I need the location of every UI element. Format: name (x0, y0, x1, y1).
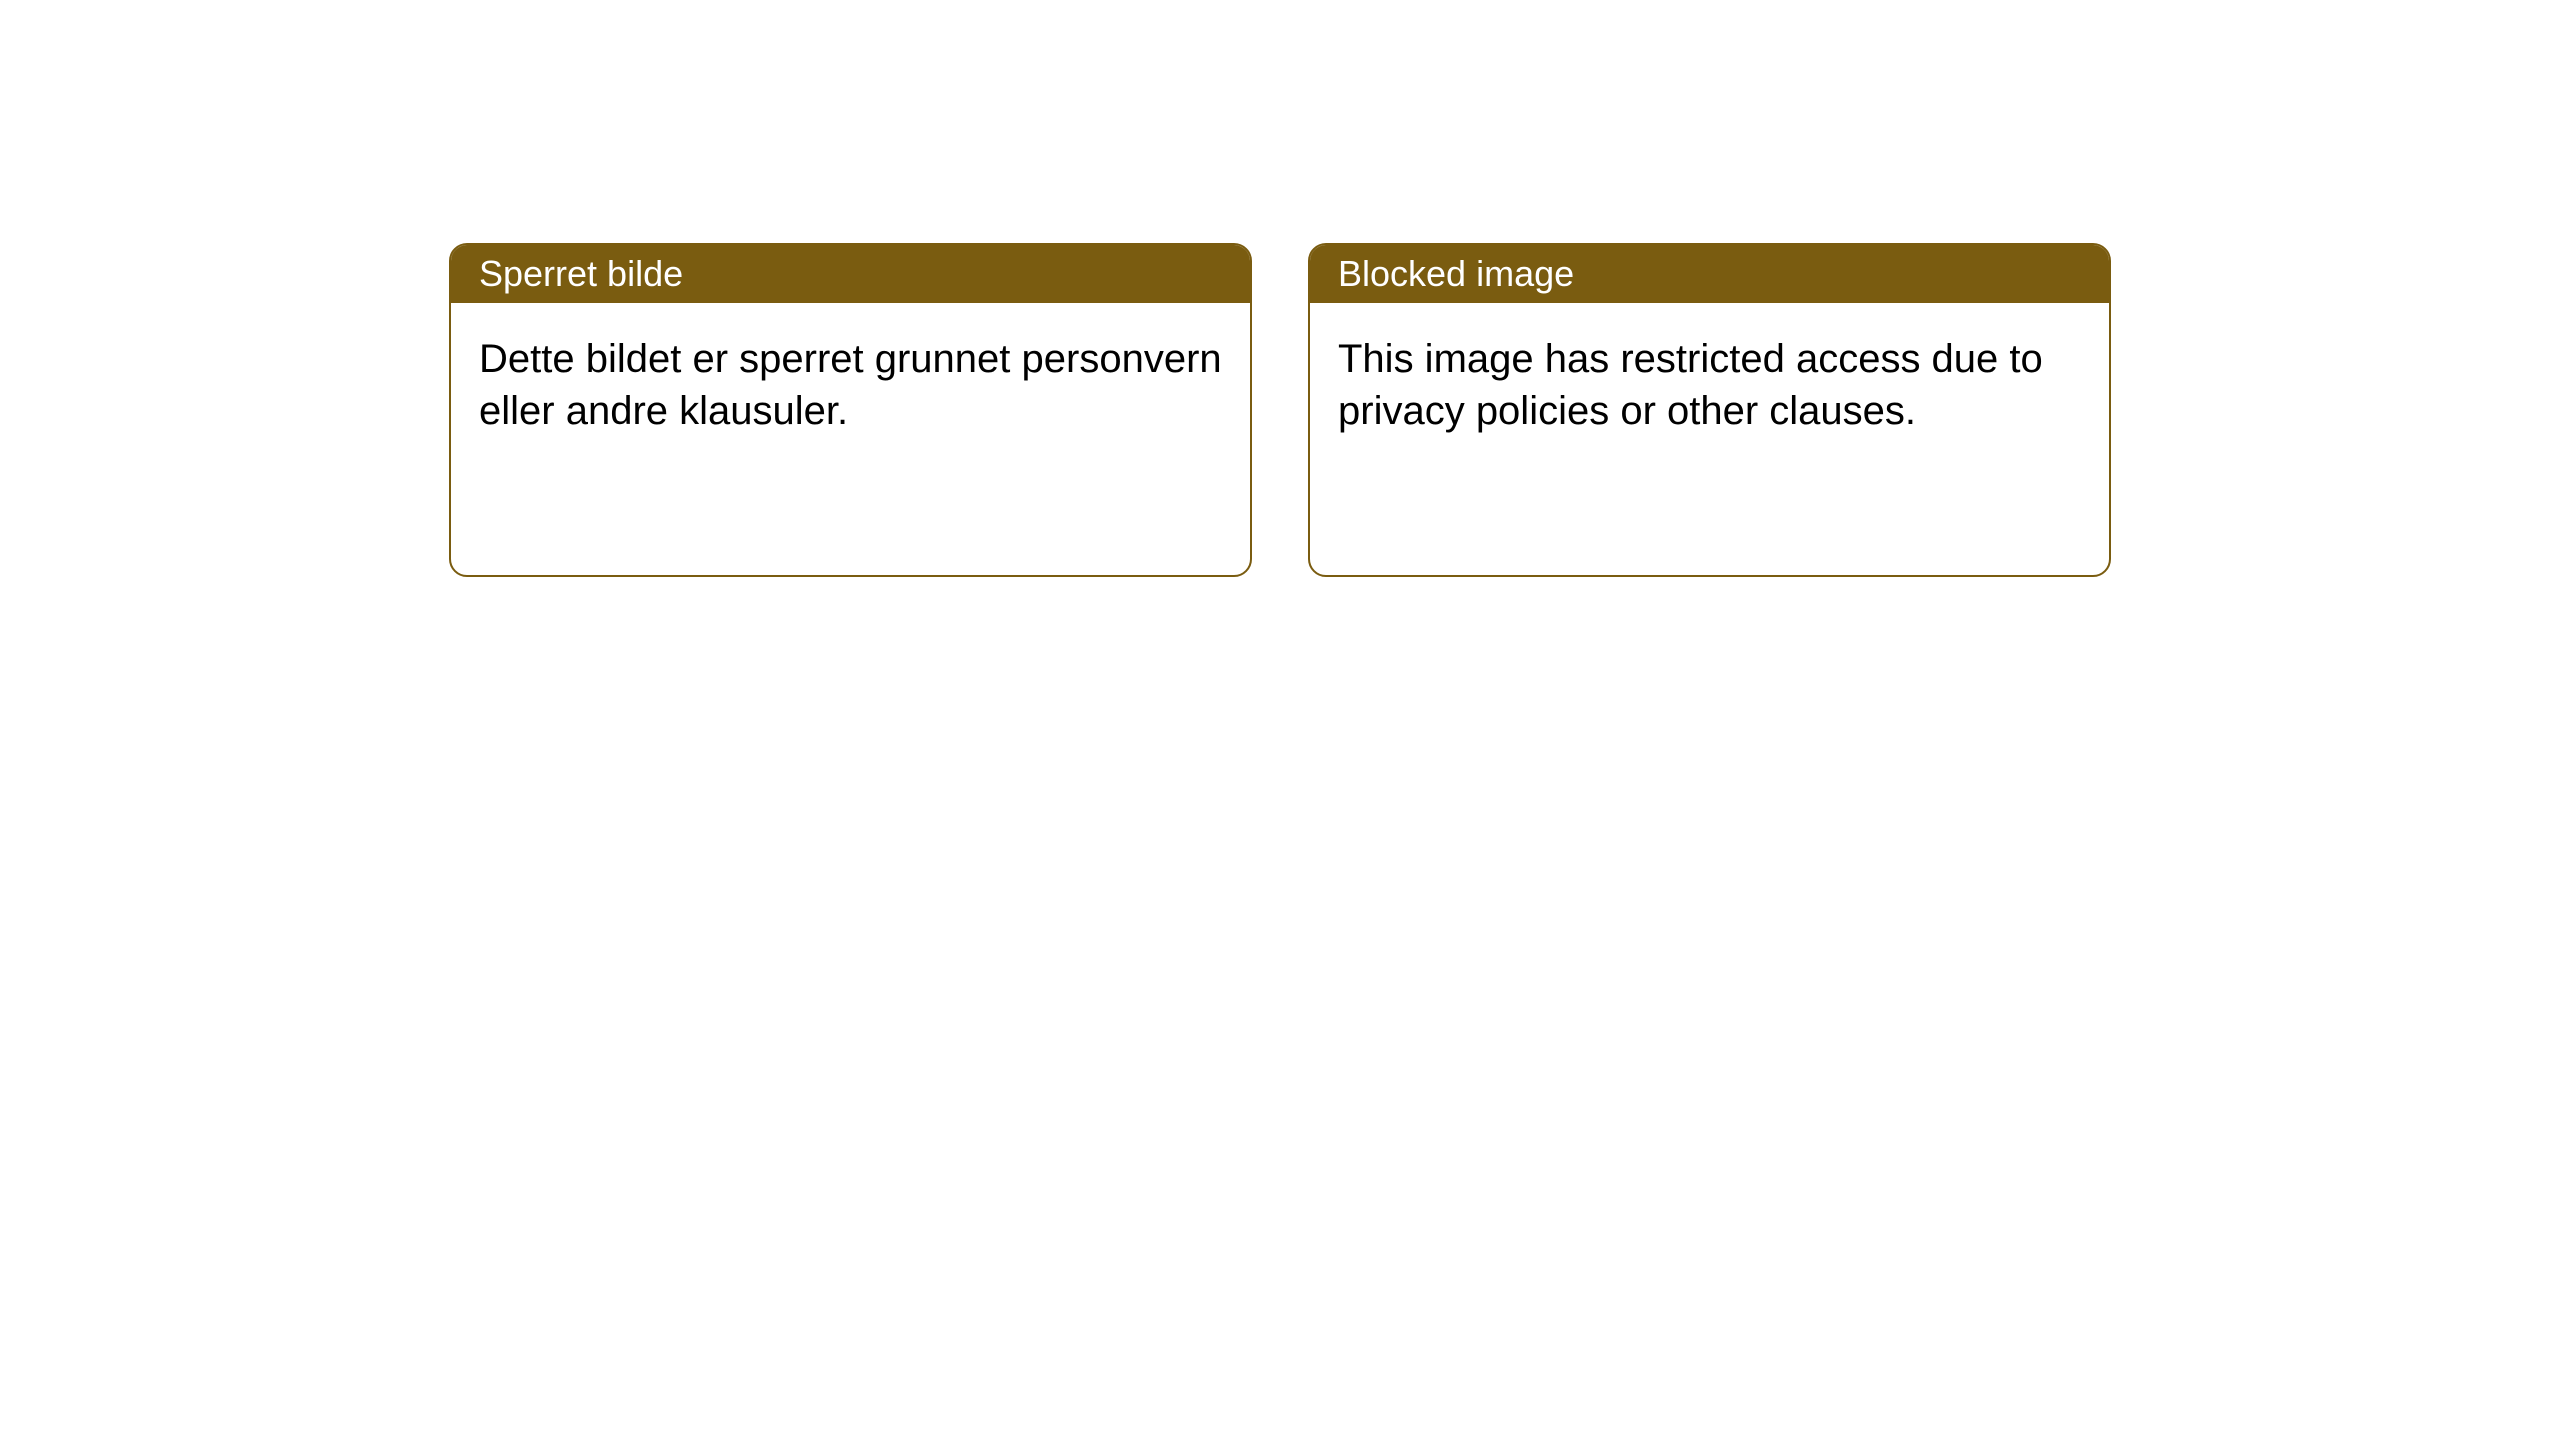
card-body-no: Dette bildet er sperret grunnet personve… (451, 303, 1250, 437)
card-header-en: Blocked image (1310, 245, 2109, 303)
card-title-no: Sperret bilde (479, 253, 683, 295)
blocked-image-card-no: Sperret bilde Dette bildet er sperret gr… (449, 243, 1252, 577)
card-title-en: Blocked image (1338, 253, 1574, 295)
card-body-text-no: Dette bildet er sperret grunnet personve… (479, 337, 1222, 433)
card-body-text-en: This image has restricted access due to … (1338, 337, 2043, 433)
blocked-image-card-en: Blocked image This image has restricted … (1308, 243, 2111, 577)
notice-stage: Sperret bilde Dette bildet er sperret gr… (0, 0, 2560, 1440)
card-body-en: This image has restricted access due to … (1310, 303, 2109, 437)
card-header-no: Sperret bilde (451, 245, 1250, 303)
